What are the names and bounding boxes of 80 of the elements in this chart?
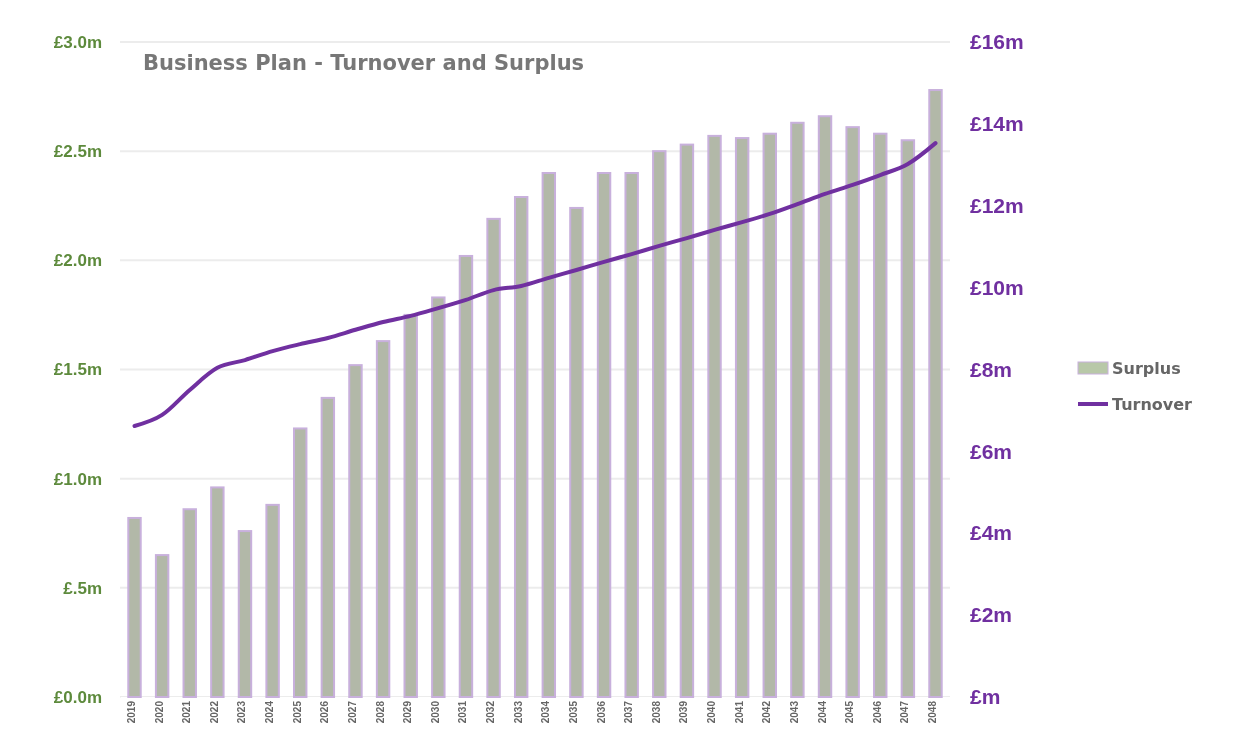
bar (458, 254, 474, 698)
bar (237, 530, 253, 698)
x-tick-label: 2029 (402, 700, 414, 724)
bar (265, 503, 280, 698)
bar (348, 364, 363, 698)
x-tick-label: 2048 (927, 700, 938, 724)
y-tick-label: £2.0m (53, 251, 102, 271)
y-tick-label: £1.5m (53, 360, 102, 380)
x-tick-label: 2019 (126, 700, 137, 724)
x-tick-label: 2047 (899, 700, 911, 724)
legend-label: Turnover (1112, 395, 1193, 414)
y2-tick-label: £6m (970, 439, 1013, 463)
bar (734, 137, 750, 698)
bar (845, 126, 860, 698)
y2-tick-label: £4m (970, 521, 1013, 545)
y-tick-label: £2.5m (53, 142, 102, 162)
bar (679, 143, 695, 698)
x-tick-label: 2046 (871, 700, 883, 724)
x-tick-label: 2043 (788, 700, 800, 724)
x-tick-label: 2026 (319, 700, 331, 724)
bar (127, 516, 142, 698)
x-tick-label: 2025 (291, 700, 303, 724)
x-tick-label: 2038 (650, 700, 662, 724)
y-tick-label: £1.0m (53, 469, 102, 489)
legend-label: Surplus (1112, 359, 1181, 378)
bar (790, 121, 805, 698)
bar (486, 217, 501, 698)
x-tick-label: 2034 (540, 700, 552, 724)
bar (596, 172, 612, 698)
bar (817, 115, 833, 698)
y2-tick-label: £2m (970, 603, 1013, 627)
y2-tick-label: £14m (970, 112, 1024, 136)
x-tick-label: 2037 (623, 700, 635, 724)
x-tick-label: 2031 (457, 700, 469, 724)
y2-tick-label: £16m (970, 30, 1024, 54)
bar (707, 134, 722, 698)
y2-tick-label: £12m (970, 193, 1024, 217)
x-tick-label: 2045 (844, 700, 856, 724)
bar (873, 132, 888, 698)
x-tick-label: 2022 (208, 700, 220, 724)
x-tick-label: 2044 (816, 700, 828, 724)
x-tick-label: 2021 (181, 700, 193, 724)
x-tick-label: 2040 (706, 700, 718, 724)
bar (762, 132, 777, 698)
bar (541, 172, 557, 698)
y2-tick-label: £m (970, 685, 1001, 709)
x-tick-label: 2023 (236, 700, 248, 724)
bar (431, 296, 446, 698)
bar (293, 427, 308, 698)
x-tick-label: 2024 (264, 700, 276, 724)
bar (182, 508, 197, 698)
bar (928, 89, 943, 698)
y2-tick-label: £8m (970, 357, 1013, 381)
x-tick-label: 2041 (733, 700, 745, 724)
y2-tick-label: £10m (970, 275, 1024, 299)
bar (569, 206, 584, 698)
x-tick-label: 2027 (346, 700, 358, 724)
bar (320, 396, 336, 698)
bar (210, 486, 225, 698)
text: Business Plan - Turnover and Surplus (143, 51, 585, 75)
bar (403, 313, 418, 698)
x-tick-label: 2033 (512, 700, 524, 724)
y-tick-label: £3.0m (53, 32, 102, 52)
x-tick-label: 2030 (429, 700, 441, 724)
bar (900, 139, 916, 698)
x-tick-label: 2032 (485, 700, 497, 724)
x-tick-label: 2039 (678, 700, 690, 724)
bar (513, 196, 529, 698)
bar (375, 340, 391, 698)
bar (652, 150, 667, 698)
y-tick-label: £0.0m (53, 687, 102, 707)
x-tick-label: 2028 (374, 700, 386, 724)
bar (154, 554, 170, 698)
x-tick-label: 2036 (595, 700, 607, 724)
y-tick-label: £.5m (63, 578, 102, 598)
x-tick-label: 2042 (761, 700, 773, 724)
x-tick-label: 2035 (567, 700, 579, 724)
line-series (132, 141, 938, 428)
bar (624, 172, 639, 698)
x-tick-label: 2020 (153, 700, 165, 724)
